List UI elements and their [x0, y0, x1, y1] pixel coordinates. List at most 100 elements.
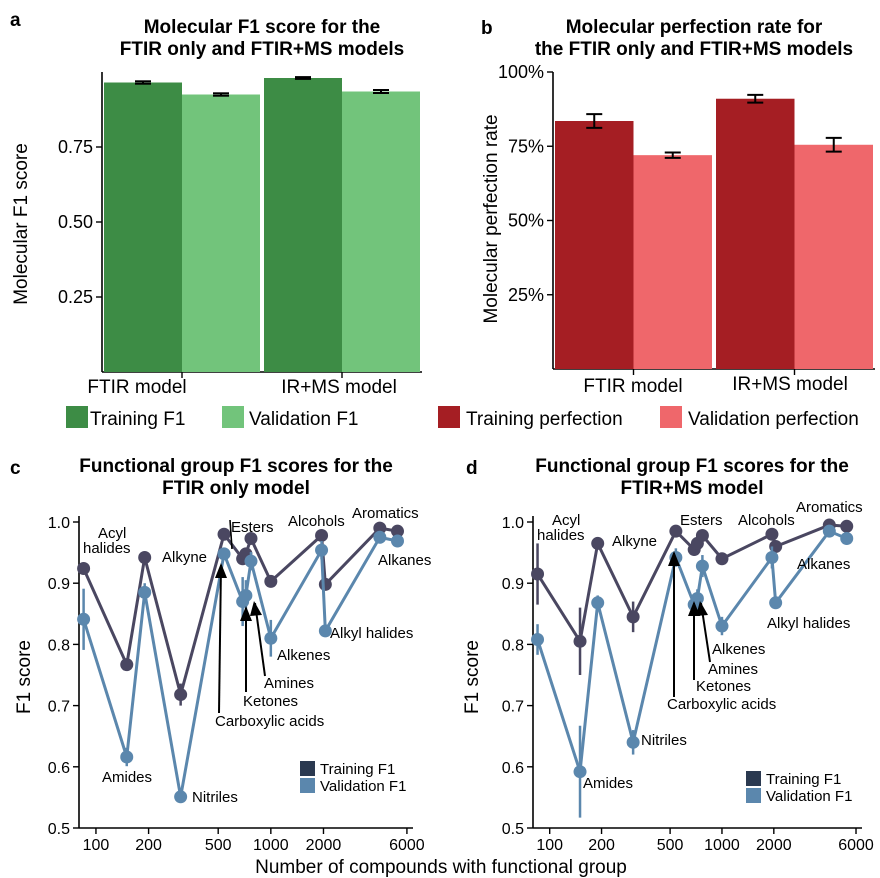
chart-c-y-label: F1 score: [14, 640, 35, 714]
data-point-validation-f1: [174, 790, 188, 804]
data-point-training-f1: [715, 552, 729, 566]
legend-c-swatch-validation: [300, 778, 315, 793]
chart-a-x-tick-ftir: FTIR model: [87, 377, 186, 398]
data-point-training-f1: [573, 634, 587, 648]
chart-a-x-tick-irms: IR+MS model: [281, 377, 397, 398]
x-tick-label: 200: [588, 837, 615, 854]
chart-b-x-tick-irms: IR+MS model: [732, 374, 848, 395]
legend-label-validation-perfection: Validation perfection: [688, 409, 859, 430]
annot-c-esters: Esters: [231, 519, 274, 536]
legend-d-label-validation: Validation F1: [766, 788, 852, 805]
data-point-training-f1: [669, 524, 683, 538]
bar-validation-perfection: [633, 155, 712, 369]
annot-c-carboxylic-acids: Carboxylic acids: [215, 713, 324, 730]
data-point-validation-f1: [591, 596, 605, 610]
data-point-training-f1: [318, 577, 332, 591]
legend-d-swatch-training: [746, 771, 761, 786]
x-tick-label: 2000: [306, 837, 342, 854]
chart-b-y-label: Molecular perfection rate: [481, 114, 502, 323]
chart-a-plot: 0.25 0.50 0.75: [58, 72, 422, 378]
data-point-training-f1: [695, 528, 709, 542]
data-point-validation-f1: [318, 624, 332, 638]
bar-training-f1: [104, 82, 182, 372]
data-point-training-f1: [531, 567, 545, 581]
data-point-validation-f1: [138, 585, 152, 599]
chart-d-legend: Training F1 Validation F1: [746, 771, 852, 805]
chart-d-y-label: F1 score: [462, 640, 483, 714]
annot-d-alkanes: Alkanes: [797, 556, 850, 573]
x-tick-label: 500: [205, 837, 232, 854]
data-point-validation-f1: [840, 532, 854, 546]
y-tick-label: 0.6: [502, 760, 524, 777]
y-tick-label: 0.25: [58, 287, 93, 307]
x-tick-label: 100: [536, 837, 563, 854]
legend-c-label-training: Training F1: [320, 761, 395, 778]
annot-d-nitriles: Nitriles: [641, 732, 687, 749]
shared-x-axis-label: Number of compounds with functional grou…: [255, 857, 627, 878]
annot-d-alkyl-halides: Alkyl halides: [767, 615, 850, 632]
data-point-training-f1: [120, 658, 134, 672]
annot-d-alkenes: Alkenes: [712, 641, 765, 658]
panel-b: b Molecular perfection rate for the FTIR…: [481, 17, 875, 397]
annot-d-amines: Amines: [708, 661, 758, 678]
panel-letter-c: c: [10, 458, 21, 479]
y-tick-label: 0.75: [58, 137, 93, 157]
panel-letter-b: b: [481, 18, 493, 39]
y-tick-label: 0.5: [502, 821, 524, 838]
data-point-validation-f1: [373, 530, 387, 544]
y-tick-label: 0.8: [48, 637, 70, 654]
annot-c-amides: Amides: [102, 769, 152, 786]
chart-c-plot: 0.5 0.6 0.7 0.8 0.9 1.0 100 200 500 1000 2000 6000: [48, 515, 425, 854]
data-point-validation-f1: [77, 612, 91, 626]
y-tick-label: 0.5: [48, 821, 70, 838]
data-point-training-f1: [315, 528, 329, 542]
annot-c-acyl: Acyl: [98, 525, 126, 542]
legend-c-swatch-training: [300, 761, 315, 776]
annot-c-esters-pointer: [229, 519, 233, 550]
legend-label-validation-f1: Validation F1: [249, 409, 359, 430]
y-tick-label: 25%: [508, 285, 544, 305]
y-tick-label: 0.50: [58, 212, 93, 232]
data-point-training-f1: [390, 524, 404, 538]
data-point-training-f1: [840, 519, 854, 533]
data-point-validation-f1: [239, 588, 253, 602]
y-tick-label: 1.0: [48, 515, 70, 532]
chart-d-title-line2: FTIR+MS model: [620, 478, 763, 499]
data-point-training-f1: [264, 574, 278, 588]
data-point-validation-f1: [217, 547, 231, 561]
y-tick-label: 0.9: [48, 576, 70, 593]
chart-a-y-label: Molecular F1 score: [11, 143, 32, 305]
annot-c-alkenes: Alkenes: [277, 647, 330, 664]
bar-training-perfection: [716, 98, 795, 369]
annot-d-amines-arrowhead: [696, 601, 708, 616]
chart-a-title-line2: FTIR only and FTIR+MS models: [120, 39, 405, 60]
annot-d-halides: halides: [537, 527, 585, 544]
data-point-training-f1: [217, 527, 231, 541]
annot-d-ketones: Ketones: [696, 678, 751, 695]
legend-c-label-validation: Validation F1: [320, 778, 406, 795]
data-point-training-f1: [77, 562, 91, 576]
data-point-validation-f1: [244, 554, 258, 568]
chart-b-title-line1: Molecular perfection rate for: [566, 17, 823, 38]
y-tick-label: 1.0: [502, 515, 524, 532]
legend-swatch-training-perfection: [438, 406, 460, 428]
x-tick-label: 6000: [389, 837, 425, 854]
annot-c-alcohols: Alcohols: [288, 513, 345, 530]
y-tick-label: 0.7: [502, 699, 524, 716]
y-tick-label: 0.7: [48, 699, 70, 716]
chart-b-title-line2: the FTIR only and FTIR+MS models: [535, 39, 853, 60]
data-point-validation-f1: [264, 631, 278, 645]
annot-c-nitriles: Nitriles: [192, 789, 238, 806]
x-tick-label: 2000: [756, 837, 792, 854]
data-point-validation-f1: [769, 596, 783, 610]
annot-c-carboxylic-arrow: [218, 564, 222, 714]
data-point-training-f1: [174, 688, 188, 702]
legend-label-training-f1: Training F1: [90, 409, 185, 430]
chart-c-legend: Training F1 Validation F1: [300, 761, 406, 795]
x-tick-label: 6000: [838, 837, 874, 854]
data-point-validation-f1: [573, 765, 587, 779]
y-tick-label: 100%: [498, 62, 544, 82]
chart-c-title-line2: FTIR only model: [162, 478, 310, 499]
chart-c-title-line1: Functional group F1 scores for the: [79, 456, 393, 477]
annot-d-carboxylic-acids: Carboxylic acids: [667, 696, 776, 713]
